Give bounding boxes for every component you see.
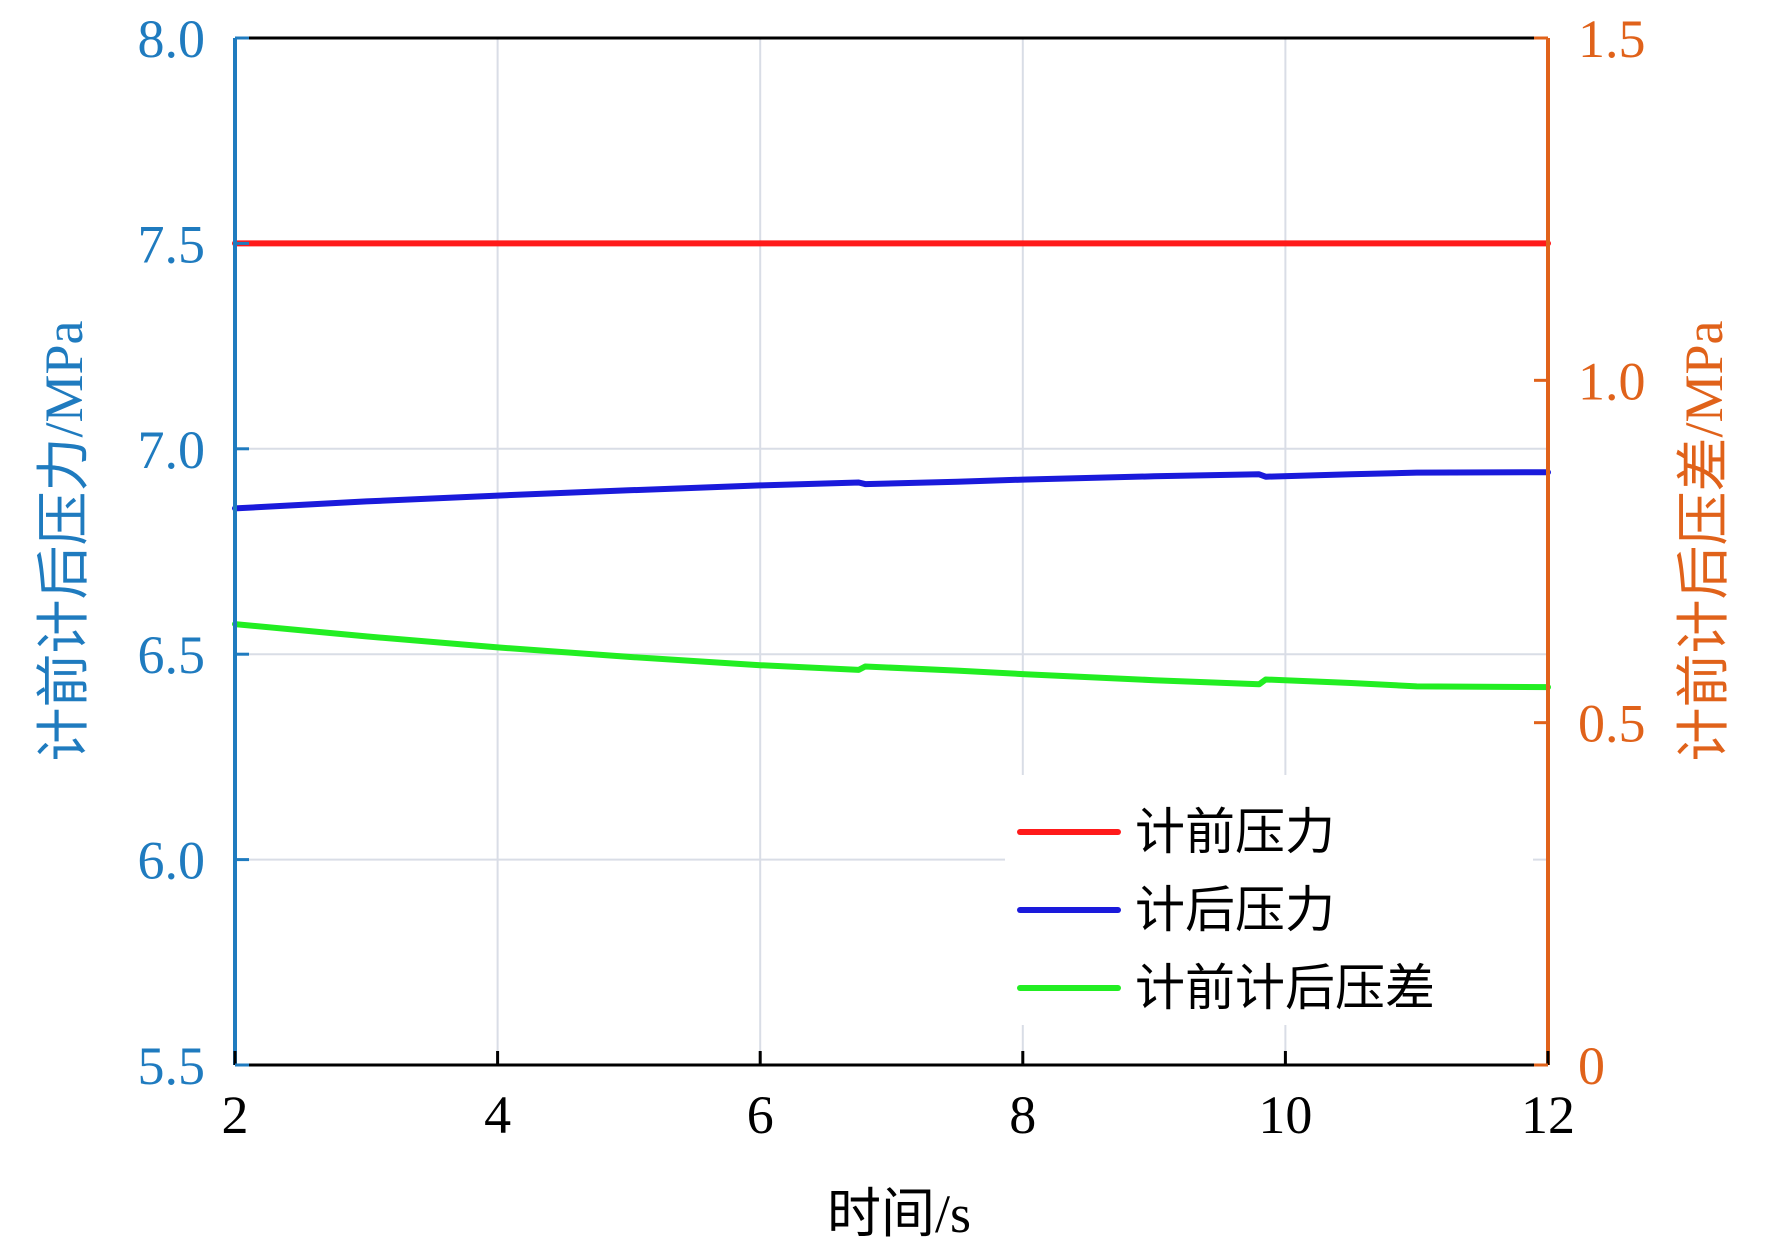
y-left-tick-label: 5.5 bbox=[138, 1036, 206, 1096]
y-left-tick-label: 6.0 bbox=[138, 831, 206, 891]
series-layer bbox=[232, 240, 1551, 691]
x-tick-label: 8 bbox=[1009, 1085, 1036, 1145]
series-line bbox=[232, 469, 1551, 512]
grid-layer bbox=[235, 38, 1548, 1065]
y-right-tick-label: 0 bbox=[1578, 1036, 1605, 1096]
y-left-tick-label: 6.5 bbox=[138, 625, 206, 685]
y-left-tick-label: 8.0 bbox=[138, 9, 206, 69]
x-tick-label: 10 bbox=[1258, 1085, 1312, 1145]
x-tick-label: 12 bbox=[1521, 1085, 1575, 1145]
y-right-tick-label: 0.5 bbox=[1578, 694, 1646, 754]
legend-background bbox=[1005, 775, 1533, 1025]
y-left-tick-label: 7.5 bbox=[138, 214, 206, 274]
x-axis-title: 时间/s bbox=[827, 1184, 971, 1241]
x-tick-label: 6 bbox=[747, 1085, 774, 1145]
x-tick-label: 4 bbox=[484, 1085, 511, 1145]
legend-label: 计前压力 bbox=[1135, 804, 1335, 860]
legend-label: 计后压力 bbox=[1135, 882, 1335, 938]
y-right-tick-label: 1.0 bbox=[1578, 351, 1646, 411]
y-left-tick-label: 7.0 bbox=[138, 420, 206, 480]
y-left-axis-title: 计前计后压力/MPa bbox=[34, 320, 94, 761]
series-line bbox=[232, 621, 1551, 691]
x-tick-label: 2 bbox=[222, 1085, 249, 1145]
axes-layer bbox=[233, 36, 1550, 1067]
ticks-layer: 2 4 6 8 10 12 5.5 6.0 6.5 7.0 7.5 8.0 0 0.5 1.0 1.5 bbox=[138, 9, 1646, 1145]
y-right-axis-title: 计前计后压差/MPa bbox=[1674, 320, 1734, 761]
y-right-tick-label: 1.5 bbox=[1578, 9, 1646, 69]
legend-label: 计前计后压差 bbox=[1135, 960, 1435, 1016]
